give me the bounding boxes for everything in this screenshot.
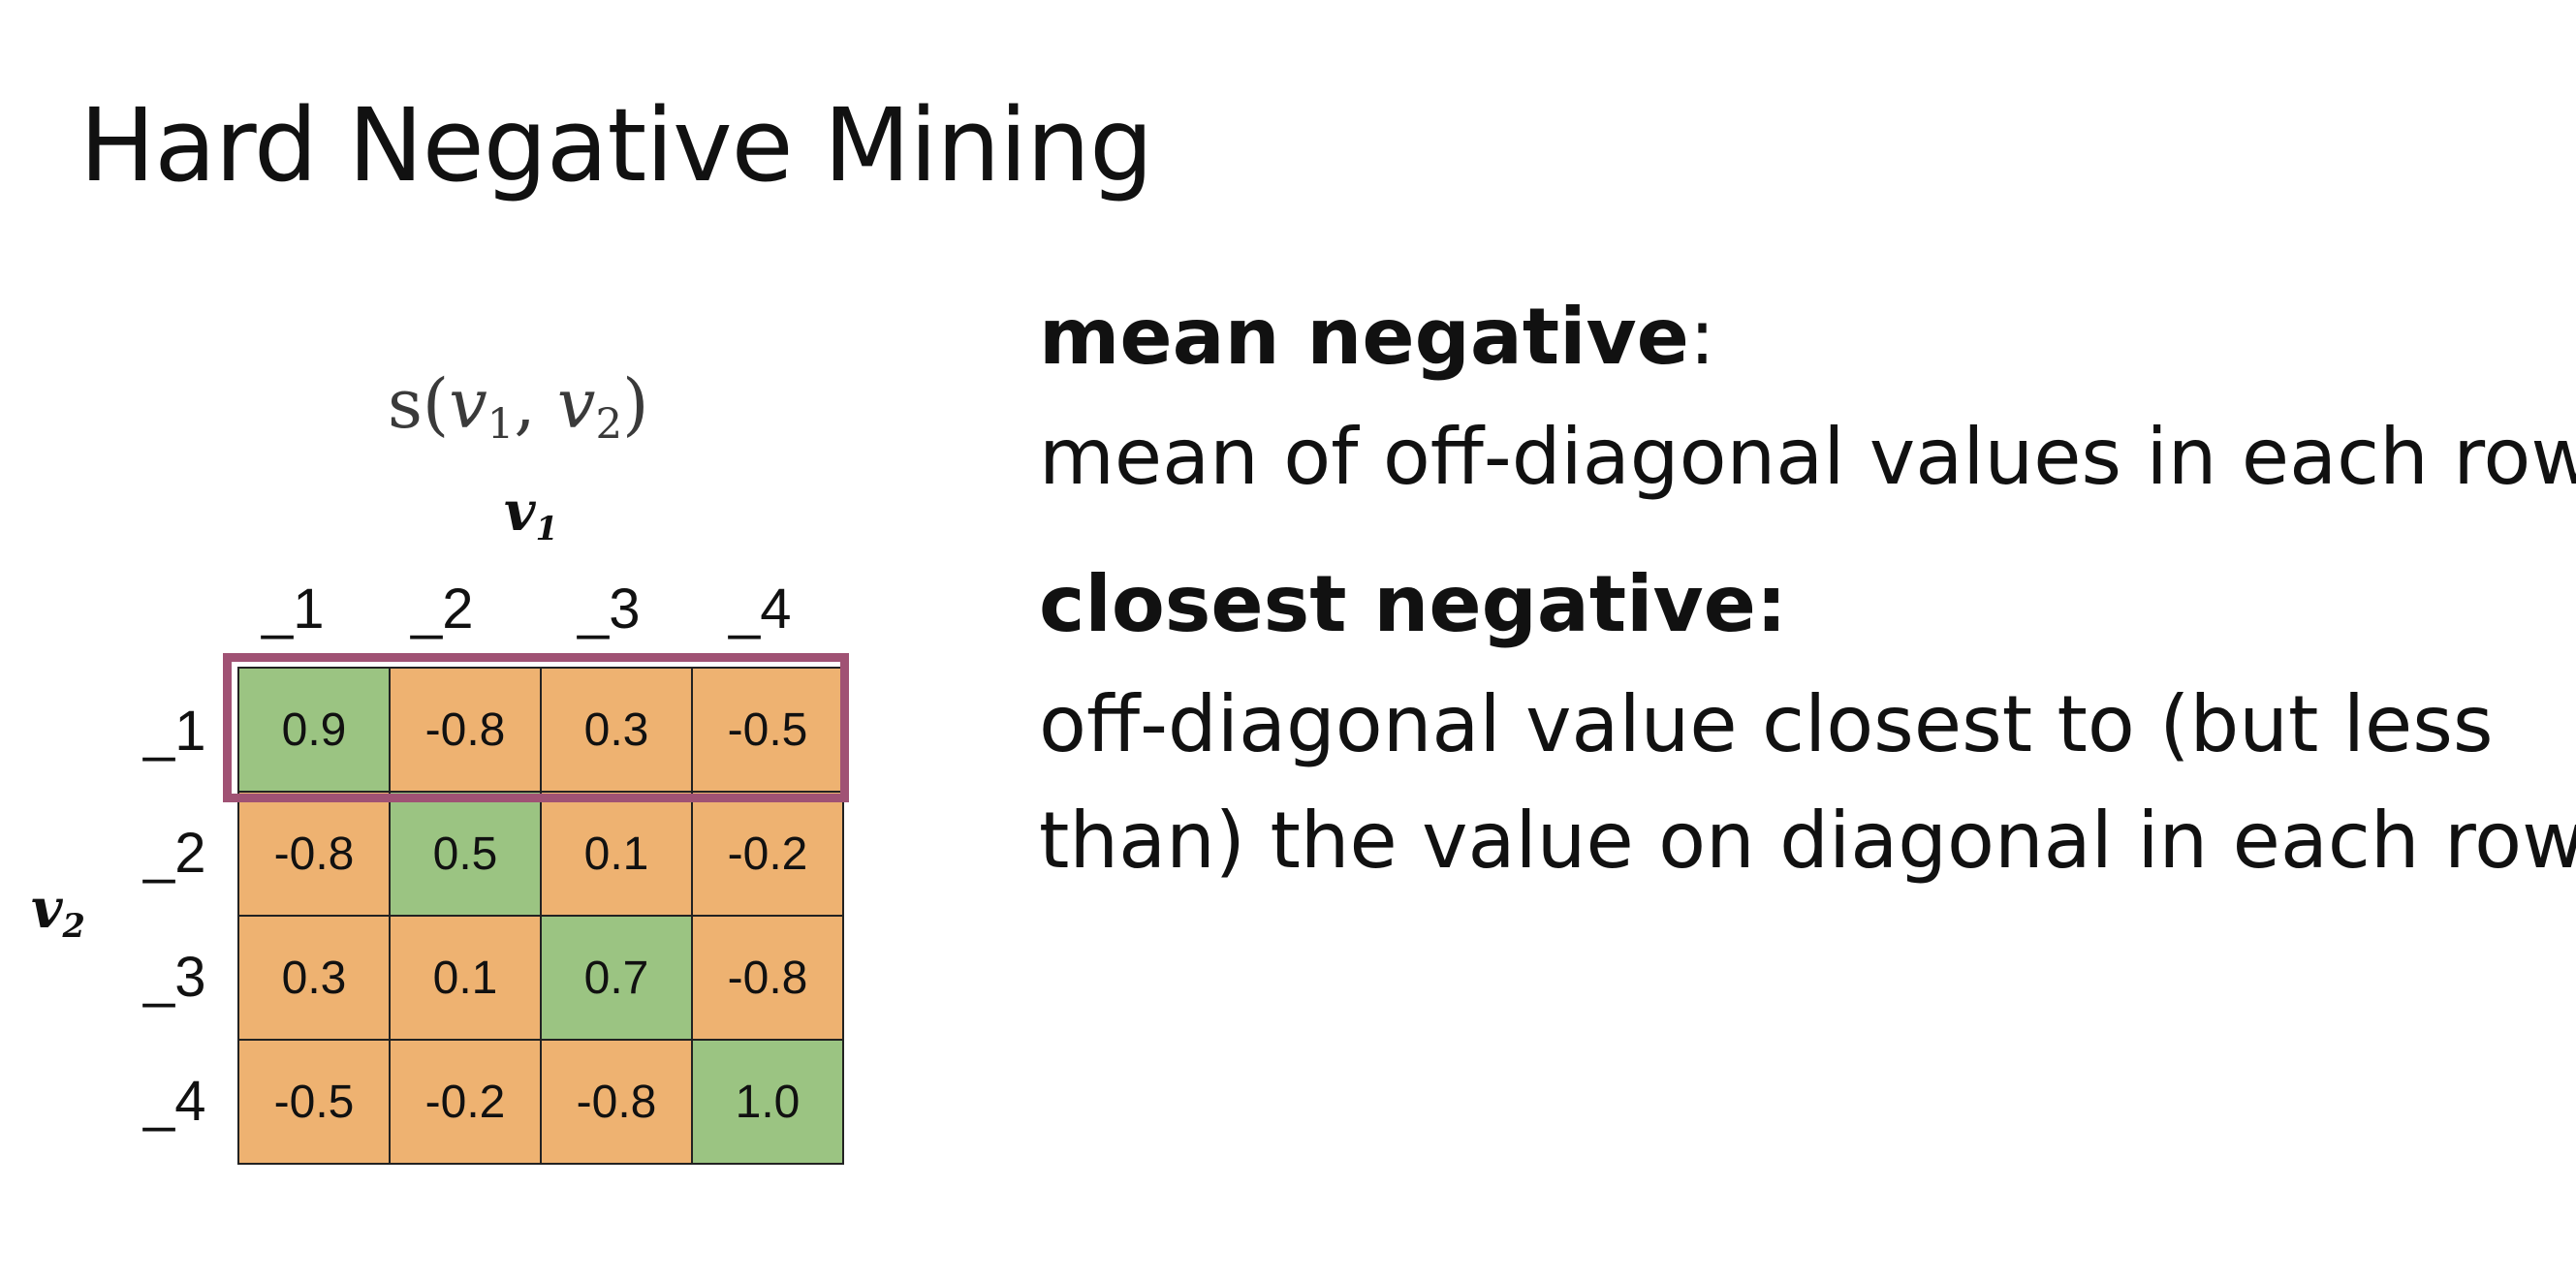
slide-title: Hard Negative Mining (79, 86, 1153, 204)
mean-negative-heading: mean negative: (1039, 291, 1715, 384)
matrix-cell-diagonal: 0.9 (239, 669, 391, 793)
axis-v2-sub: 2 (62, 906, 85, 946)
matrix-cell: -0.8 (693, 917, 844, 1041)
matrix-cell-diagonal: 0.5 (391, 793, 542, 917)
formula-arg1: v (449, 364, 487, 444)
closest-negative-heading: closest negative: (1039, 558, 1787, 651)
formula-close: ) (622, 364, 649, 444)
row-highlight-box (223, 653, 849, 802)
matrix-cell: 0.1 (542, 793, 693, 917)
closest-negative-description-line2: than) the value on diagonal in each row (1039, 796, 2576, 886)
matrix-cell: -0.2 (693, 793, 844, 917)
axis-v2-symbol: v (31, 877, 63, 941)
matrix-cell-diagonal: 1.0 (693, 1041, 844, 1165)
axis-label-v2: v2 (31, 882, 85, 943)
axis-v1-symbol: v (504, 480, 536, 544)
closest-negative-term: closest negative: (1039, 559, 1787, 649)
matrix-cell: -0.8 (391, 669, 542, 793)
column-label: _4 (729, 578, 792, 640)
row-label: _4 (143, 1070, 206, 1133)
formula-arg2-sub: 2 (595, 399, 623, 449)
mean-negative-term: mean negative (1039, 292, 1689, 382)
column-label: _3 (578, 578, 641, 640)
matrix-cell: -0.5 (693, 669, 844, 793)
closest-negative-description-line1: off-diagonal value closest to (but less (1039, 679, 2494, 769)
similarity-matrix: 0.9 -0.8 0.3 -0.5 -0.8 0.5 0.1 -0.2 0.3 … (237, 667, 844, 1165)
row-label: _3 (143, 946, 206, 1009)
column-label: _2 (411, 578, 474, 640)
matrix-cell: 0.3 (542, 669, 693, 793)
formula-func: s( (388, 364, 450, 444)
row-label: _2 (143, 822, 206, 885)
matrix-cell: -0.8 (542, 1041, 693, 1165)
matrix-cell: -0.2 (391, 1041, 542, 1165)
matrix-cell: -0.5 (239, 1041, 391, 1165)
axis-label-v1: v1 (504, 484, 558, 546)
mean-negative-description: mean of off-diagonal values in each row (1039, 412, 2576, 502)
matrix-cell-diagonal: 0.7 (542, 917, 693, 1041)
axis-v1-sub: 1 (535, 509, 558, 548)
formula-arg1-sub: 1 (487, 399, 515, 449)
matrix-cell: 0.3 (239, 917, 391, 1041)
column-label: _1 (262, 578, 325, 640)
formula-arg2: v (556, 364, 596, 444)
mean-negative-colon: : (1688, 292, 1715, 382)
formula-sep: , (514, 364, 557, 444)
similarity-formula: s(v1, v2) (388, 370, 648, 446)
matrix-cell: -0.8 (239, 793, 391, 917)
matrix-cell: 0.1 (391, 917, 542, 1041)
row-label: _1 (143, 700, 206, 763)
